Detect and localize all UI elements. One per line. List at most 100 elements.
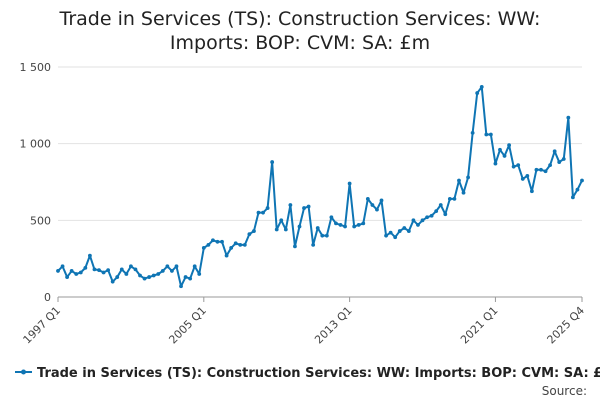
legend-label: Trade in Services (TS): Construction Ser… [37,366,600,381]
data-point [539,167,543,172]
data-point [416,223,420,227]
data-point [375,207,379,212]
data-point [529,189,534,194]
data-point [570,195,575,200]
source-label: Source: [542,384,587,398]
data-point [493,161,498,166]
data-point [142,276,147,281]
data-point [147,275,152,279]
data-point [352,224,357,229]
data-point [356,223,361,227]
data-point [242,242,247,247]
data-point [343,224,347,229]
data-point [170,269,174,273]
data-point [361,221,366,226]
data-point [110,279,115,284]
data-point [129,264,133,269]
data-point [288,203,293,207]
data-point [566,115,571,120]
data-point [119,267,124,272]
data-point [133,267,138,272]
x-tick-label: 2021 Q1 [458,304,501,347]
y-axis-ticks: 0 500 1 000 1 500 [20,61,52,304]
data-point [56,269,60,273]
data-point [347,181,352,186]
data-point [388,230,393,235]
data-point [420,218,425,223]
data-point [425,215,429,220]
data-point [274,227,279,232]
data-point [334,221,338,226]
data-point [498,147,502,152]
chart-title-line-2: Imports: BOP: CVM: SA: £m [170,32,430,54]
data-point [201,246,206,250]
x-tick-label: 2013 Q1 [312,304,355,347]
data-point [411,218,416,223]
data-point [78,270,83,275]
x-tick-label: 2025 Q4 [545,304,588,347]
data-point [543,169,548,174]
data-point [151,273,156,278]
series-layer [56,85,584,289]
data-point [179,284,183,289]
data-point [256,210,261,215]
data-point [438,203,443,207]
data-point [447,196,452,201]
data-point [97,268,101,273]
data-point [279,218,284,223]
data-point [338,223,343,227]
data-point [561,157,566,161]
data-point [188,276,193,281]
data-point [502,154,507,158]
data-point [511,164,516,169]
data-point [429,213,434,218]
data-point [192,264,197,269]
data-point [83,265,88,270]
y-tick-label: 0 [44,291,51,304]
data-point [406,229,411,233]
data-point [320,233,325,238]
data-point [557,160,562,164]
data-point [224,253,229,258]
data-point [311,242,316,247]
data-point [174,264,179,269]
data-point [101,270,106,275]
data-point [270,160,275,164]
data-point [65,275,70,279]
x-axis-ticks: 1997 Q1 2005 Q1 2013 Q1 2021 Q1 2025 Q4 [21,297,588,347]
y-tick-label: 1 000 [20,138,52,151]
data-point [197,272,202,276]
data-point [507,143,511,148]
data-point [580,178,584,183]
data-point [265,206,270,210]
data-point [479,85,484,89]
data-point [74,272,79,276]
data-point [106,268,111,273]
data-point [211,238,215,243]
data-point [160,269,165,273]
data-point [293,244,297,249]
data-point [297,224,302,229]
x-tick-label: 2005 Q1 [166,304,209,347]
data-point [457,178,461,183]
data-point [238,242,243,247]
data-point [315,226,320,230]
data-point [247,232,252,237]
data-point [115,275,120,279]
data-point [88,253,92,258]
data-point [206,242,211,247]
data-point [92,267,97,272]
data-point [434,209,439,214]
data-point [302,206,306,210]
data-point [397,229,402,233]
data-point [443,212,448,217]
data-point [475,91,480,95]
data-point [283,227,288,232]
data-point [156,272,161,276]
chart-title-line-1: Trade in Services (TS): Construction Ser… [59,8,541,30]
data-point [324,233,329,238]
data-point [69,269,74,273]
data-point [466,175,470,180]
data-point [461,190,466,195]
data-point [165,264,170,269]
